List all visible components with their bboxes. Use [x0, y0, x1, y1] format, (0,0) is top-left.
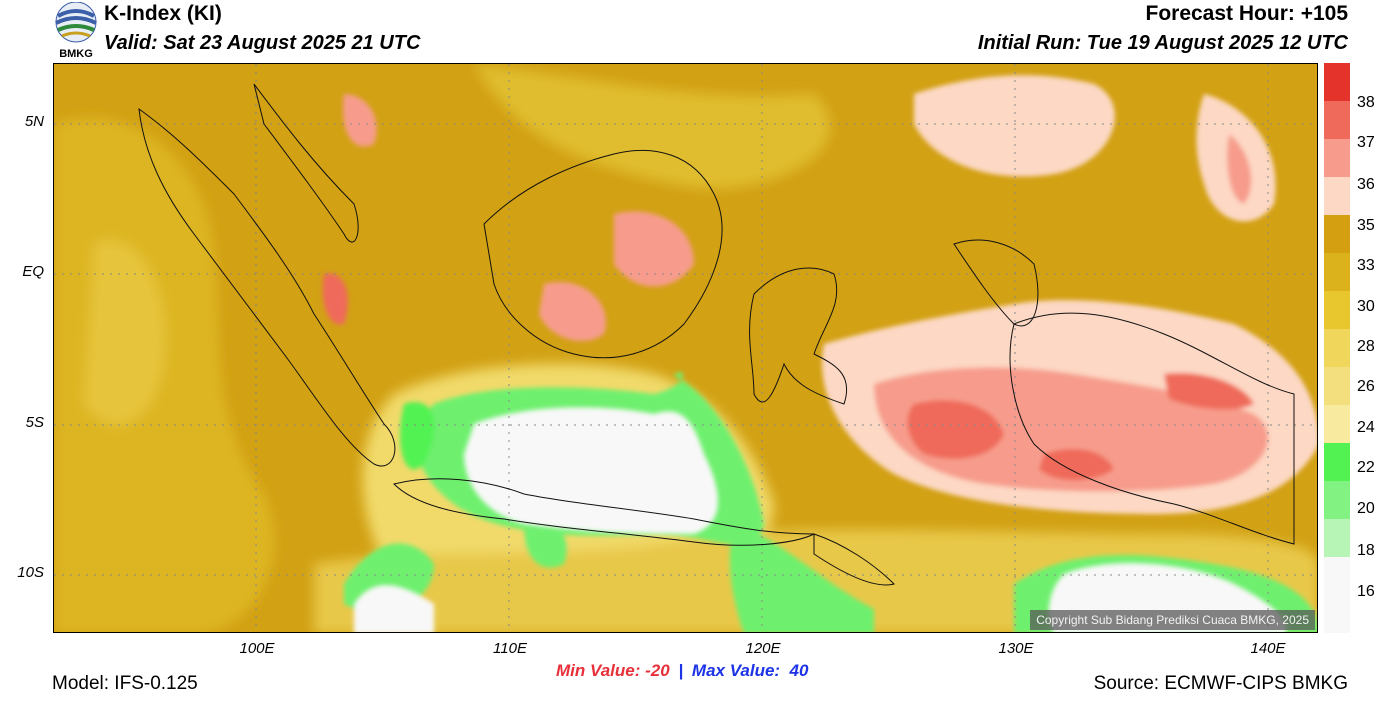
lat-label-5s: 5S [25, 414, 44, 431]
colorbar-swatch [1324, 443, 1350, 481]
field-white-sw [354, 585, 434, 632]
colorbar-label: 36 [1357, 176, 1375, 193]
colorbar-swatch [1324, 405, 1350, 443]
borneo-coast [483, 149, 723, 359]
valid-time: Valid: Sat 23 August 2025 21 UTC [104, 32, 421, 54]
lon-label-130e: 130E [998, 640, 1034, 657]
sulawesi-coast [749, 267, 848, 405]
map-canvas [54, 64, 1317, 632]
colorbar-swatch [1324, 63, 1350, 101]
copyright-notice: Copyright Sub Bidang Prediksi Cuaca BMKG… [1030, 610, 1315, 630]
colorbar-label: 16 [1357, 583, 1375, 600]
colorbar-label: 38 [1357, 94, 1375, 111]
field-green-south3 [729, 524, 874, 632]
map-title: K-Index (KI) [104, 2, 222, 25]
malaya-coast [253, 83, 359, 243]
field-red-east2 [1164, 373, 1254, 410]
sumatra-coast [138, 107, 396, 467]
lon-label-140e: 140E [1250, 640, 1286, 657]
initial-run: Initial Run: Tue 19 August 2025 12 UTC [977, 32, 1348, 54]
colorbar-swatch [1324, 557, 1350, 633]
colorbar-swatch [1324, 329, 1350, 367]
colorbar-swatch [1324, 481, 1350, 519]
field-west-light [84, 240, 166, 425]
colorbar-swatch [1324, 101, 1350, 139]
colorbar-label: 28 [1357, 338, 1375, 355]
field-salmon-ne [1227, 134, 1252, 204]
colorbar-swatch [1324, 177, 1350, 215]
field-salmon-borneo2 [539, 282, 606, 342]
colorbar-label: 24 [1357, 419, 1375, 436]
bmkg-logo: BMKG [52, 1, 100, 60]
field-white-java-sea [464, 407, 718, 534]
colorbar-label: 37 [1357, 134, 1375, 151]
colorbar-swatch [1324, 215, 1350, 253]
field-green-south2 [524, 521, 567, 568]
forecast-hour: Forecast Hour: +105 [1145, 2, 1349, 25]
graticule [54, 64, 1317, 632]
colorbar-swatch [1324, 253, 1350, 291]
lat-label-5n: 5N [24, 113, 44, 130]
papua-coast [1009, 312, 1295, 545]
field-pink-north [914, 75, 1115, 177]
min-value: Min Value: -20 [556, 661, 670, 680]
model-label: Model: IFS-0.125 [52, 673, 198, 694]
colorbar-label: 26 [1357, 378, 1375, 395]
lon-label-110e: 110E [493, 640, 527, 657]
lat-label-eq: EQ [22, 263, 44, 280]
colorbar-label: 35 [1357, 217, 1375, 234]
colorbar-swatch [1324, 291, 1350, 329]
lon-label-100e: 100E [239, 640, 275, 657]
min-max-separator: | [678, 661, 684, 680]
colorbar-label: 18 [1357, 542, 1375, 559]
field-north-band [474, 64, 831, 189]
lat-label-10s: 10S [17, 564, 44, 581]
field-red-east3 [1039, 449, 1114, 481]
colorbar-swatch [1324, 367, 1350, 405]
lon-label-120e: 120E [745, 640, 781, 657]
field-red-sumatra [322, 273, 348, 325]
field-red-east1 [907, 400, 1004, 459]
min-max-values: Min Value: -20 | Max Value: 40 [556, 661, 808, 681]
timor-coast [813, 533, 895, 586]
halmahera-coast [953, 239, 1039, 327]
k-index-map: Copyright Sub Bidang Prediksi Cuaca BMKG… [53, 63, 1318, 633]
source-label: Source: ECMWF-CIPS BMKG [1093, 673, 1348, 694]
max-value: Max Value: 40 [691, 661, 809, 680]
colorbar-label: 22 [1357, 459, 1375, 476]
colorbar-label: 20 [1357, 500, 1375, 517]
colorbar-swatch [1324, 139, 1350, 177]
colorbar [1324, 63, 1350, 633]
colorbar-label: 30 [1357, 298, 1375, 315]
logo-text: BMKG [59, 48, 93, 60]
coastlines [138, 83, 1295, 586]
field-salmon-malaya [343, 94, 377, 147]
colorbar-label: 33 [1357, 257, 1375, 274]
field-salmon-borneo1 [614, 211, 694, 287]
colorbar-swatch [1324, 519, 1350, 557]
field-green-sunda [400, 402, 435, 470]
